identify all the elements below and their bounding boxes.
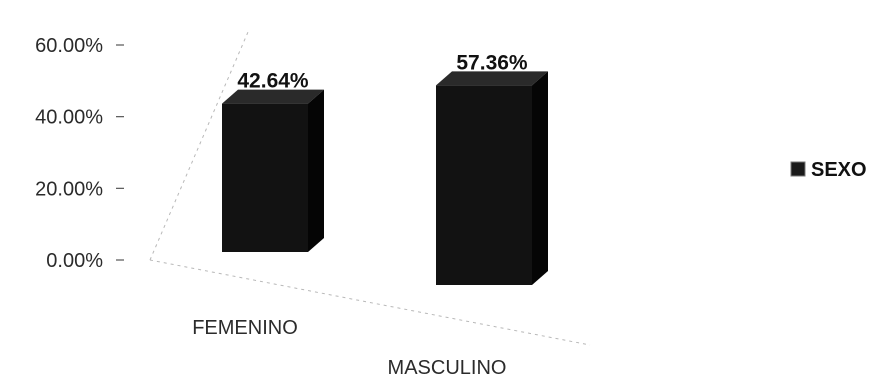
- legend-label-sexo: SEXO: [811, 159, 867, 181]
- data-labels-group: 42.64% 57.36%: [237, 51, 528, 92]
- y-tick-label-40-00: 40.00%: [35, 107, 103, 129]
- legend: SEXO: [790, 159, 867, 181]
- bar-front-femenino: [222, 103, 308, 253]
- bar-top-masculino: [436, 71, 548, 86]
- bar-side-masculino: [532, 71, 548, 285]
- legend-swatch: [790, 161, 806, 177]
- y-axis: 0.00% 20.00% 40.00% 60.00%: [35, 35, 124, 272]
- category-label-femenino: FEMENINO: [192, 317, 298, 339]
- y-tick-label-20-00: 20.00%: [35, 178, 103, 200]
- bar-top-femenino: [222, 89, 324, 104]
- y-tick-label-0-00: 0.00%: [46, 250, 103, 272]
- category-labels-group: FEMENINO MASCULINO: [192, 317, 506, 379]
- category-label-masculino: MASCULINO: [388, 357, 507, 379]
- data-label-femenino: 42.64%: [237, 70, 309, 93]
- data-label-masculino: 57.36%: [456, 51, 528, 74]
- bar-front-masculino: [436, 85, 532, 285]
- bars-group: [222, 71, 548, 285]
- bar-femenino: [222, 89, 324, 253]
- bar-masculino: [436, 71, 548, 285]
- chart-floor: [149, 31, 591, 346]
- bar-side-femenino: [308, 89, 324, 253]
- y-tick-label-60-00: 60.00%: [35, 35, 103, 57]
